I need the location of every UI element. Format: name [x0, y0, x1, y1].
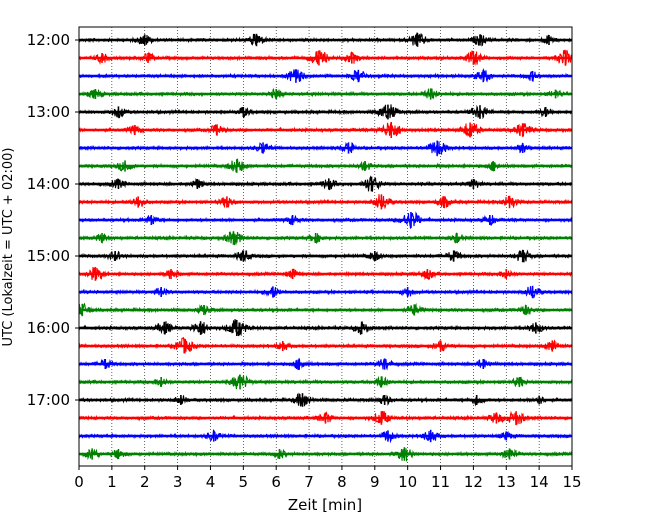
grid-lines — [111, 27, 540, 466]
trace — [78, 285, 573, 299]
trace — [78, 249, 573, 263]
x-tick-label: 1 — [107, 473, 117, 491]
trace — [78, 140, 573, 157]
trace — [78, 428, 573, 444]
x-tick-label: 4 — [206, 473, 216, 491]
y-tick-label: 16:00 — [27, 319, 70, 337]
x-tick-label: 12 — [464, 473, 483, 491]
y-axis-ticks: 12:00 13:00 14:00 15:00 16:00 17:00 — [27, 31, 79, 409]
trace — [78, 266, 573, 281]
trace — [78, 194, 573, 210]
x-tick-label: 5 — [239, 473, 249, 491]
x-axis-ticks: 0 1 2 3 4 5 6 7 8 9 10 11 12 13 14 15 — [74, 466, 582, 491]
x-tick-label: 15 — [562, 473, 581, 491]
x-tick-label: 2 — [140, 473, 150, 491]
trace — [78, 302, 573, 317]
trace — [78, 410, 573, 426]
trace — [78, 336, 573, 354]
x-tick-label: 6 — [271, 473, 281, 491]
y-tick-label: 13:00 — [27, 103, 70, 121]
y-tick-label: 12:00 — [27, 31, 70, 49]
y-axis-label: UTC (Lokalzeit = UTC + 02:00) — [1, 148, 16, 347]
x-tick-label: 11 — [431, 473, 450, 491]
trace — [78, 175, 573, 192]
x-tick-label: 14 — [530, 473, 549, 491]
trace — [78, 374, 573, 390]
trace — [78, 67, 573, 83]
trace — [78, 358, 573, 371]
trace — [78, 231, 573, 246]
trace — [78, 392, 573, 407]
trace — [78, 447, 573, 462]
x-axis-label: Zeit [min] — [288, 496, 362, 514]
y-tick-label: 15:00 — [27, 247, 70, 265]
x-tick-label: 13 — [497, 473, 516, 491]
x-tick-label: 0 — [74, 473, 84, 491]
x-tick-label: 3 — [173, 473, 183, 491]
x-tick-label: 8 — [337, 473, 347, 491]
y-tick-label: 17:00 — [27, 391, 70, 409]
trace — [78, 211, 573, 230]
trace — [78, 122, 573, 138]
x-tick-label: 7 — [304, 473, 314, 491]
trace — [78, 32, 573, 47]
trace — [78, 49, 573, 66]
x-tick-label: 10 — [398, 473, 417, 491]
trace — [78, 87, 573, 100]
x-tick-label: 9 — [370, 473, 380, 491]
trace — [79, 158, 573, 173]
trace — [78, 104, 573, 120]
trace — [78, 319, 573, 337]
y-tick-label: 14:00 — [27, 175, 70, 193]
plot-frame — [78, 26, 573, 467]
traces-layer — [78, 32, 573, 462]
